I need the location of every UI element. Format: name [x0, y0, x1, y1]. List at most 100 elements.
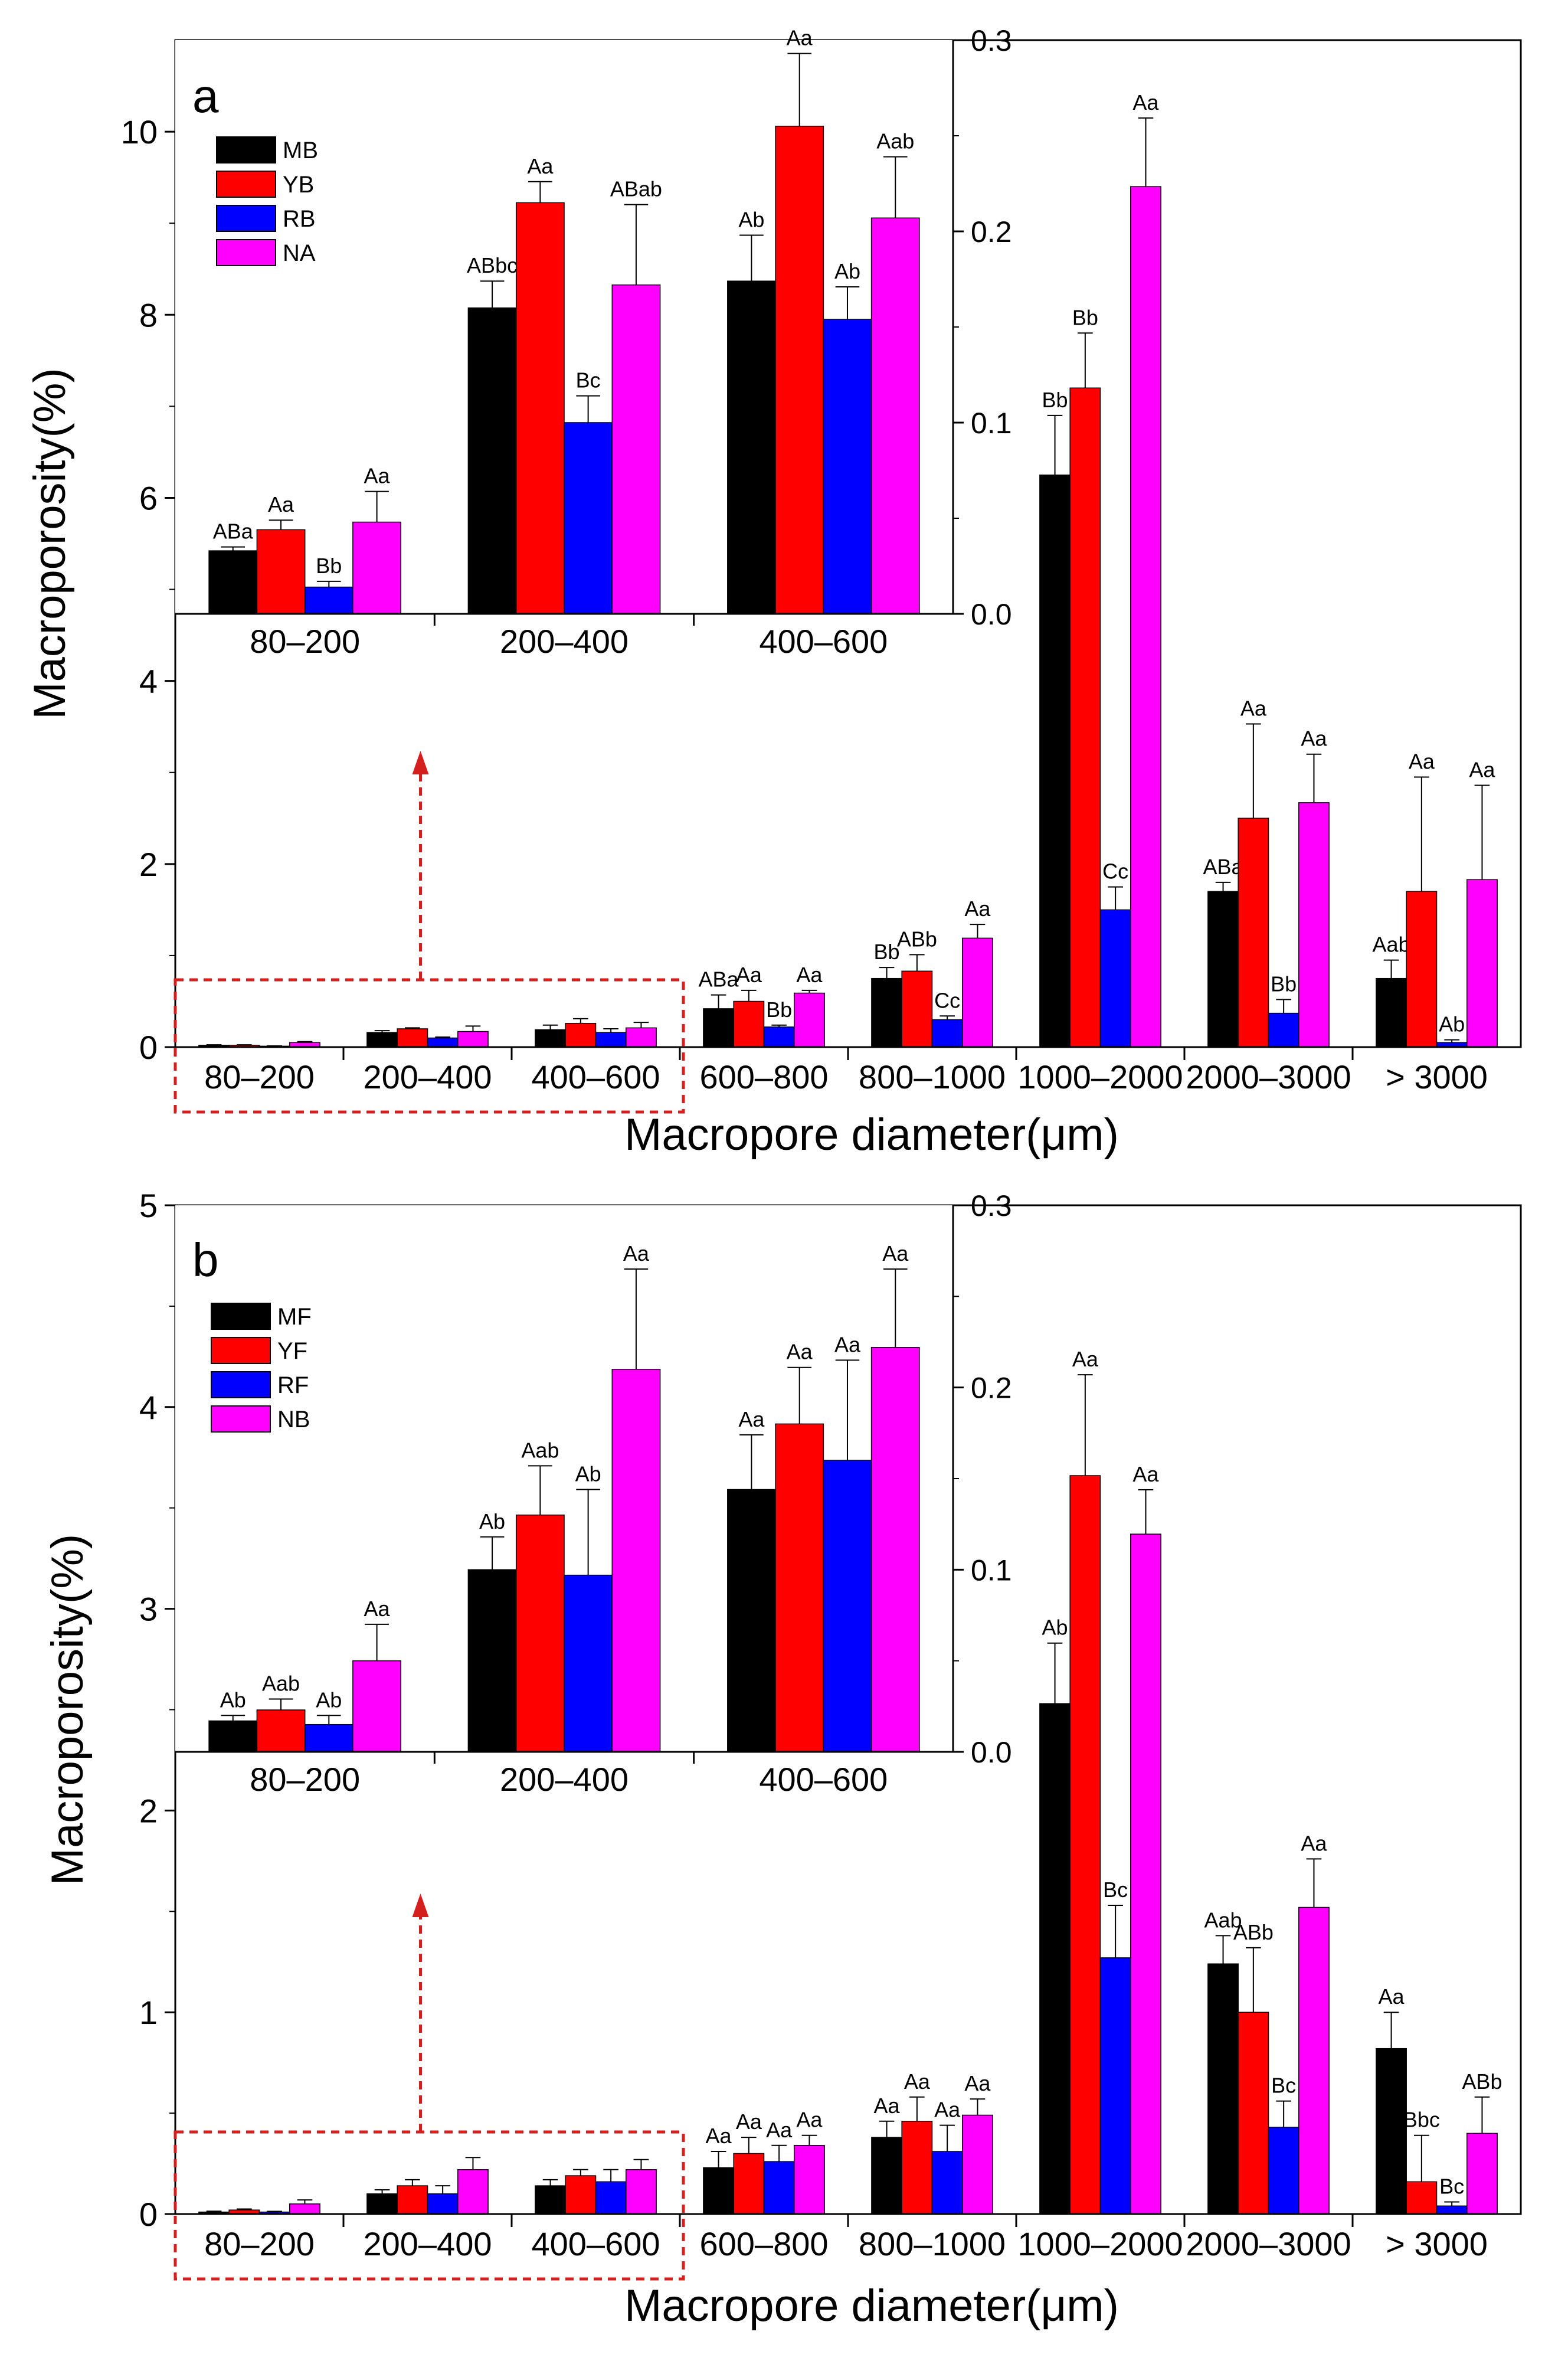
bar-NA-7 [1466, 879, 1498, 1048]
bar-NB-2 [626, 2169, 657, 2215]
y-tick-label-5: 5 [139, 1187, 158, 1224]
sig-label-MF-5: Ab [1042, 1616, 1068, 1640]
bar-NB-7 [1466, 2133, 1498, 2215]
x-axis-title: Macropore diameter(μm) [624, 2281, 1119, 2331]
inset-sig-label-RF-2: Aa [834, 1332, 861, 1356]
bar-NA-3 [794, 992, 825, 1048]
inset-bar-YB-1 [515, 202, 565, 614]
bar-NB-0 [289, 2203, 320, 2215]
inset-y-tick-label-1: 0.1 [971, 1554, 1012, 1587]
sig-label-MB-5: Bb [1042, 388, 1068, 412]
bar-RB-3 [763, 1026, 795, 1048]
bar-MF-6 [1207, 1963, 1239, 2215]
bar-RB-6 [1268, 1012, 1299, 1048]
inset-bar-MB-1 [467, 307, 517, 614]
inset-bar-RF-0 [304, 1724, 353, 1752]
inset-bar-RB-2 [823, 319, 872, 614]
legend-swatch-NA [216, 239, 276, 266]
bar-YB-1 [397, 1028, 428, 1048]
inset-bar-YB-2 [775, 126, 824, 614]
inset-bar-NA-1 [611, 284, 661, 614]
legend-label-YF: YF [277, 1338, 307, 1364]
x-tick-label-0: 80–200 [204, 2225, 315, 2262]
highlight-arrow-head [412, 751, 429, 774]
bar-RF-4 [931, 2151, 963, 2215]
inset-sig-label-MF-2: Aa [738, 1407, 765, 1431]
sig-label-RB-6: Bb [1271, 972, 1297, 996]
x-tick-label-6: 2000–3000 [1186, 2225, 1351, 2262]
bar-MB-3 [703, 1008, 734, 1048]
inset-sig-label-YF-0: Aab [262, 1672, 300, 1696]
y-tick-label-4: 8 [139, 296, 158, 333]
inset-sig-label-RB-1: Bc [576, 368, 601, 393]
sig-label-NB-5: Aa [1132, 1462, 1159, 1486]
y-axis-title: Macroporosity(%) [42, 1534, 93, 1885]
bar-YF-6 [1238, 2012, 1269, 2215]
legend-swatch-NB [211, 1405, 271, 1433]
bar-YB-4 [901, 970, 933, 1048]
legend-swatch-RF [211, 1371, 271, 1398]
sig-label-MF-6: Aab [1204, 1908, 1242, 1932]
legend: MB YB RB NA [216, 136, 318, 266]
inset-sig-label-NA-1: ABab [610, 177, 662, 201]
inset-chart: ABa ABbc Ab Aa Aa Aa Bb Bc Ab Aa ABab Aab 0.0 0.1 0.2 0… [175, 24, 1012, 660]
x-tick-label-2: 400–600 [531, 1058, 660, 1096]
inset-bar-NB-2 [870, 1347, 920, 1752]
bar-MF-3 [703, 2167, 734, 2215]
inset-x-tick-label-1: 200–400 [500, 1761, 628, 1798]
y-tick-label-4: 4 [139, 1389, 158, 1426]
inset-sig-label-RF-0: Ab [316, 1688, 342, 1712]
bar-RB-2 [595, 1032, 627, 1048]
inset-sig-label-YF-1: Aab [521, 1438, 559, 1462]
x-tick-label-6: 2000–3000 [1186, 1058, 1351, 1096]
y-tick-label-5: 10 [121, 113, 158, 151]
bar-MB-5 [1039, 474, 1071, 1048]
inset-y-tick-label-1: 0.1 [971, 407, 1012, 440]
bar-RB-1 [427, 1037, 459, 1048]
inset-x-tick-label-2: 400–600 [759, 1761, 888, 1798]
inset-bar-NA-0 [352, 521, 401, 614]
bar-NA-4 [962, 937, 993, 1048]
sig-label-MB-7: Aab [1373, 933, 1410, 957]
bar-RB-5 [1099, 909, 1131, 1048]
sig-label-RF-6: Bc [1271, 2074, 1296, 2098]
sig-label-YB-5: Bb [1072, 305, 1098, 329]
inset-bar-MB-0 [208, 550, 258, 614]
bar-RF-3 [763, 2161, 795, 2215]
inset-x-tick-label-0: 80–200 [250, 623, 360, 660]
bar-NA-5 [1130, 186, 1161, 1048]
inset-sig-label-RF-1: Ab [575, 1462, 601, 1486]
sig-label-YB-7: Aa [1409, 750, 1435, 774]
sig-label-RF-4: Aa [934, 2098, 961, 2122]
inset-sig-label-MB-2: Ab [738, 208, 764, 232]
sig-label-NA-7: Aa [1469, 757, 1495, 781]
inset-y-tick-label-2: 0.2 [971, 1372, 1012, 1405]
legend-label-NB: NB [277, 1407, 310, 1433]
bar-YB-2 [565, 1022, 597, 1048]
inset-bar-YF-2 [775, 1423, 824, 1752]
inset-sig-label-YB-2: Aa [787, 26, 813, 50]
inset-bar-MF-0 [208, 1720, 258, 1752]
inset-y-tick-label-0: 0.0 [971, 598, 1012, 631]
bar-YB-7 [1406, 891, 1438, 1048]
inset-y-tick-label-3: 0.3 [971, 24, 1012, 57]
inset-bar-MF-2 [727, 1489, 776, 1752]
sig-label-NB-6: Aa [1301, 1831, 1327, 1855]
inset-bar-NB-0 [352, 1660, 401, 1752]
bar-NB-1 [457, 2169, 489, 2215]
legend-swatch-MB [216, 136, 276, 163]
inset-chart: Ab Ab Aa Aab Aab Aa Ab Ab Aa Aa Aa Aa 0.0 0.1 0.2 0.3 80… [175, 1189, 1012, 1798]
sig-label-YB-3: Aa [736, 963, 762, 987]
sig-label-NA-5: Aa [1132, 90, 1159, 115]
panel-letter: b [192, 1234, 219, 1286]
inset-sig-label-NA-0: Aa [364, 464, 391, 488]
highlight-arrow-head [412, 1894, 429, 1917]
x-tick-label-4: 800–1000 [859, 1058, 1006, 1096]
legend: MF YF RF NB [211, 1303, 312, 1433]
inset-bar-RB-1 [564, 422, 613, 614]
legend-swatch-RB [216, 205, 276, 232]
bar-NB-3 [794, 2145, 825, 2215]
inset-bar-NA-2 [870, 217, 920, 614]
y-tick-label-1: 2 [139, 846, 158, 883]
